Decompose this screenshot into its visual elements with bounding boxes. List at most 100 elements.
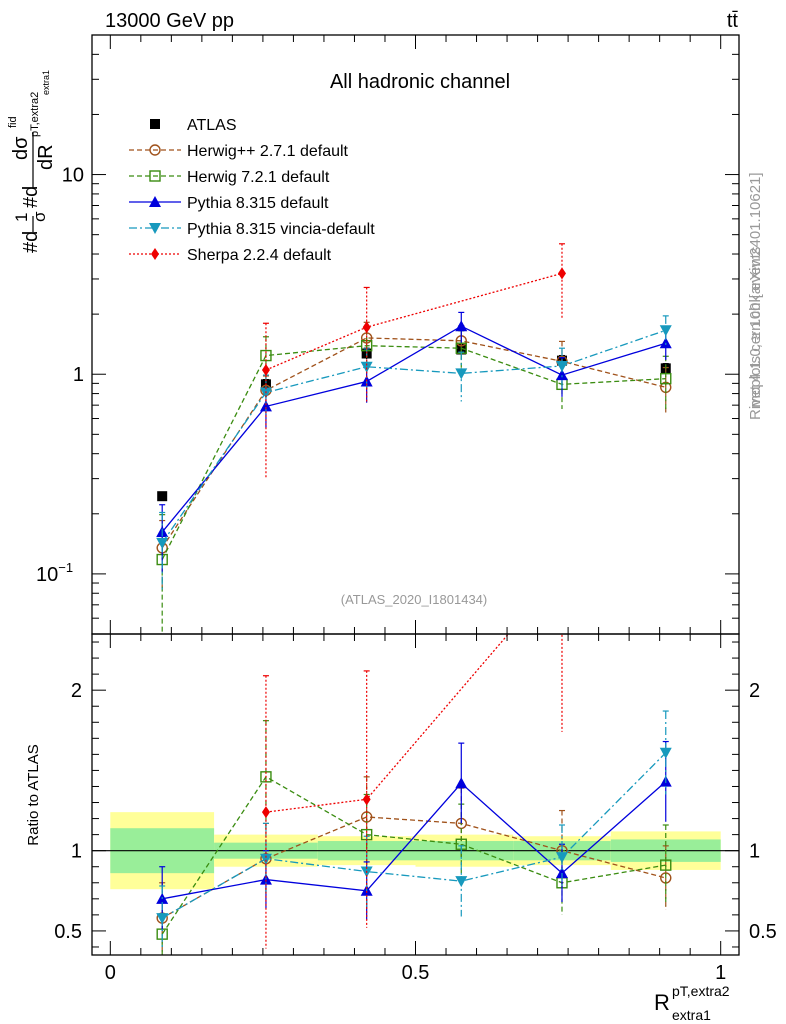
point-pythia-8-315-default-3 <box>455 320 468 332</box>
mcplots-label: mcplots.cern.ch [arXiv:2401.10621] <box>747 172 764 407</box>
series-line-herwig-2-7-1-default <box>161 816 666 919</box>
process-label: tt̄ <box>727 10 739 32</box>
legend-entry-pythia-8-315-vincia-default: Pythia 8.315 vincia-default <box>129 221 375 238</box>
analysis-watermark: (ATLAS_2020_I1801434) <box>341 592 487 607</box>
point-sherpa-2-2-4-default-2 <box>558 565 566 577</box>
y-tick-label-ratio-right-2: 2 <box>749 680 760 702</box>
point-pythia-8-315-vincia-default-1 <box>259 853 272 865</box>
xlabel-main: R <box>654 990 670 1015</box>
rivet-label: Rivet 4.1.0, ≥ 100k events <box>747 247 764 420</box>
legend-entry-atlas: ATLAS <box>150 117 237 134</box>
main-series-herwig-2-7-1-default <box>156 321 672 588</box>
series-line-herwig-7-2-1-default <box>161 775 666 935</box>
x-axis-label: R pT,extra2 extra1 <box>654 983 730 1023</box>
main-series-herwig-7-2-1-default <box>156 328 672 634</box>
x-tick-label-0: 0 <box>105 962 116 984</box>
y-tick-label-ratio-left-2: 2 <box>71 680 82 702</box>
point-pythia-8-315-vincia-default-4 <box>555 852 568 864</box>
legend-label-atlas: ATLAS <box>187 117 237 134</box>
legend-marker-herwig-7-2-1-default <box>149 170 161 182</box>
point-pythia-8-315-vincia-default-5 <box>659 747 672 759</box>
ylabel-frac1-num: 1 <box>12 213 31 222</box>
y-axis-label-main: #d 1 σ #d dσ fid dR pT,extra2 extra1 <box>7 70 57 253</box>
y-tick-label-ratio-left-1: 1 <box>71 841 82 863</box>
main-series-pythia-8-315-vincia-default <box>156 315 672 591</box>
legend-label-pythia-8-315-default: Pythia 8.315 default <box>187 195 329 212</box>
point-pythia-8-315-vincia-default-2 <box>360 361 373 373</box>
ratio-frame <box>91 633 740 956</box>
ratio-plot-panel: 0 0.5 1 0.5 0.5 1 1 2 2 <box>54 565 777 984</box>
legend-label-herwig-7-2-1-default: Herwig 7.2.1 default <box>187 169 330 186</box>
xlabel-sub: extra1 <box>672 1007 711 1023</box>
legend-marker-atlas <box>150 119 160 129</box>
series-line-herwig-2-7-1-default <box>161 337 666 549</box>
y-tick-exponent: −1 <box>58 560 73 575</box>
point-pythia-8-315-vincia-default-4 <box>555 360 568 372</box>
legend: ATLAS Herwig++ 2.7.1 default Herwig 7.2.1 … <box>129 117 375 264</box>
main-series-atlas <box>157 343 671 502</box>
main-series-pythia-8-315-default <box>156 311 672 573</box>
point-pythia-8-315-vincia-default-5 <box>659 325 672 337</box>
series-line-pythia-8-315-default <box>162 781 667 900</box>
ylabel-frac2-num: dσ <box>10 136 32 160</box>
point-pythia-8-315-default-4 <box>555 369 568 381</box>
legend-label-herwig-2-7-1-default: Herwig++ 2.7.1 default <box>187 143 349 160</box>
ratio-series-sherpa-2-2-4-default <box>261 565 566 949</box>
series-line-pythia-8-315-vincia-default <box>161 329 666 544</box>
point-pythia-8-315-default-3 <box>455 777 468 789</box>
legend-label-pythia-8-315-vincia-default: Pythia 8.315 vincia-default <box>187 221 375 238</box>
y-axis-label-ratio: Ratio to ATLAS <box>25 744 42 845</box>
legend-entry-herwig-7-2-1-default: Herwig 7.2.1 default <box>129 169 330 186</box>
point-herwig-7-2-1-default-5 <box>660 372 672 385</box>
point-pythia-8-315-vincia-default-0 <box>156 913 169 925</box>
xlabel-sup: pT,extra2 <box>672 983 730 999</box>
ylabel-frac2-num-sup: fid <box>7 116 19 128</box>
ratio-series-pythia-8-315-vincia-default <box>156 710 672 951</box>
point-pythia-8-315-vincia-default-3 <box>455 368 468 380</box>
legend-entry-pythia-8-315-default: Pythia 8.315 default <box>129 195 329 212</box>
legend-marker-herwig-2-7-1-default <box>149 144 161 156</box>
series-line-pythia-8-315-default <box>161 325 666 533</box>
point-pythia-8-315-vincia-default-3 <box>455 876 468 888</box>
point-atlas-0 <box>157 491 168 502</box>
y-tick-label-main-1: 1 <box>73 364 84 386</box>
y-tick-label-ratio-left-0: 0.5 <box>54 921 82 943</box>
point-sherpa-2-2-4-default-0 <box>261 363 270 376</box>
legend-marker-pythia-8-315-default <box>149 196 161 207</box>
point-pythia-8-315-default-4 <box>555 867 568 879</box>
x-tick-label-1: 0.5 <box>402 962 430 984</box>
legend-entry-herwig-2-7-1-default: Herwig++ 2.7.1 default <box>129 143 349 160</box>
ylabel-frac2-den-sup: pT,extra2 <box>29 92 41 137</box>
ylabel-frac1-den: σ <box>30 211 49 222</box>
legend-entry-sherpa-2-2-4-default: Sherpa 2.2.4 default <box>129 247 332 264</box>
main-series-sherpa-2-2-4-default <box>261 243 566 479</box>
ylabel-frac2-den-sub: extra1 <box>41 70 51 95</box>
point-pythia-8-315-vincia-default-0 <box>156 537 169 549</box>
legend-marker-pythia-8-315-vincia-default <box>149 223 161 234</box>
energy-label: 13000 GeV pp <box>105 10 234 32</box>
main-plot-panel: 10−1 1 10 <box>36 34 740 635</box>
series-line-herwig-7-2-1-default <box>161 345 666 560</box>
series-line-pythia-8-315-vincia-default <box>161 752 667 919</box>
point-sherpa-2-2-4-default-0 <box>261 806 270 819</box>
ylabel-prefix: #d <box>20 231 42 253</box>
point-sherpa-2-2-4-default-1 <box>362 321 371 334</box>
chart-title: All hadronic channel <box>330 71 510 93</box>
point-herwig-7-2-1-default-5 <box>660 859 672 871</box>
point-pythia-8-315-default-1 <box>259 400 272 412</box>
y-tick-label-ratio-right-1: 1 <box>749 841 760 863</box>
series-line-sherpa-2-2-4-default <box>265 634 510 813</box>
legend-label-sherpa-2-2-4-default: Sherpa 2.2.4 default <box>187 247 332 264</box>
point-sherpa-2-2-4-default-1 <box>362 793 371 806</box>
series-line-sherpa-2-2-4-default <box>265 272 563 371</box>
legend-marker-sherpa-2-2-4-default <box>151 248 159 260</box>
point-pythia-8-315-default-5 <box>659 337 672 349</box>
y-tick-label-main-2: 10 <box>62 165 84 187</box>
y-tick-label-ratio-right-0: 0.5 <box>749 921 777 943</box>
y-tick-label-main-0: 10−1 <box>36 560 73 586</box>
x-tick-label-2: 1 <box>715 962 726 984</box>
ylabel-mid: #d <box>20 186 42 208</box>
point-sherpa-2-2-4-default-2 <box>557 267 566 280</box>
ylabel-frac2-den: dR <box>35 144 57 170</box>
